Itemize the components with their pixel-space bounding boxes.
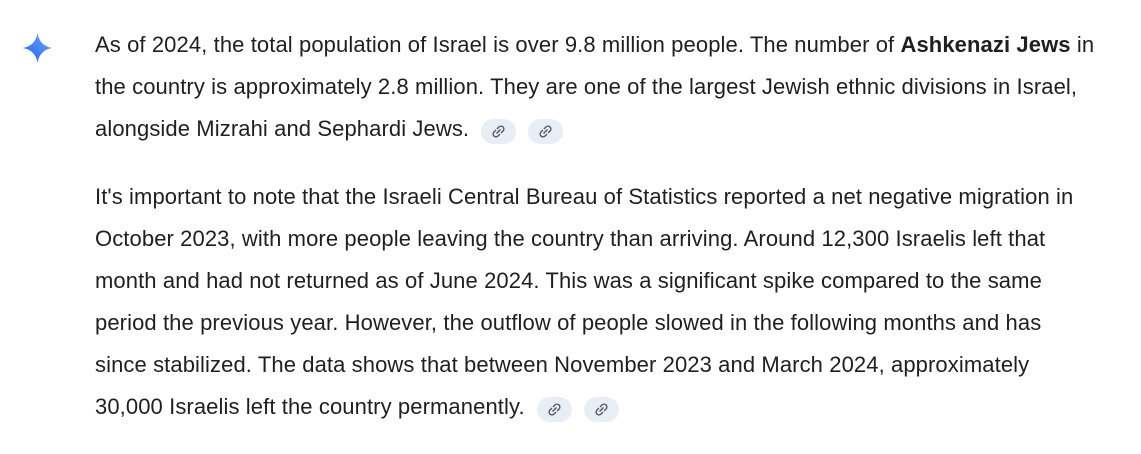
assistant-avatar <box>22 32 53 64</box>
citation-link-chip[interactable] <box>481 119 517 144</box>
paragraph: It's important to note that the Israeli … <box>95 176 1097 428</box>
citation-link-chip[interactable] <box>583 397 619 422</box>
link-icon <box>548 403 561 416</box>
body-text: It's important to note that the Israeli … <box>95 184 1074 419</box>
response-paragraphs: As of 2024, the total population of Isra… <box>95 24 1097 454</box>
link-icon <box>539 125 552 138</box>
citation-link-chip[interactable] <box>528 119 564 144</box>
link-icon <box>492 125 505 138</box>
citation-link-chip[interactable] <box>536 397 572 422</box>
paragraph: As of 2024, the total population of Isra… <box>95 24 1097 150</box>
body-text: in the country is approximately 2.8 mill… <box>95 32 1095 141</box>
bold-text: Ashkenazi Jews <box>900 32 1071 57</box>
gemini-sparkle-icon <box>22 33 53 63</box>
link-icon <box>595 403 608 416</box>
body-text: As of 2024, the total population of Isra… <box>95 32 901 57</box>
